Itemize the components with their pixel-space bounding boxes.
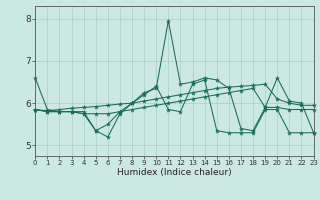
X-axis label: Humidex (Indice chaleur): Humidex (Indice chaleur) — [117, 168, 232, 177]
